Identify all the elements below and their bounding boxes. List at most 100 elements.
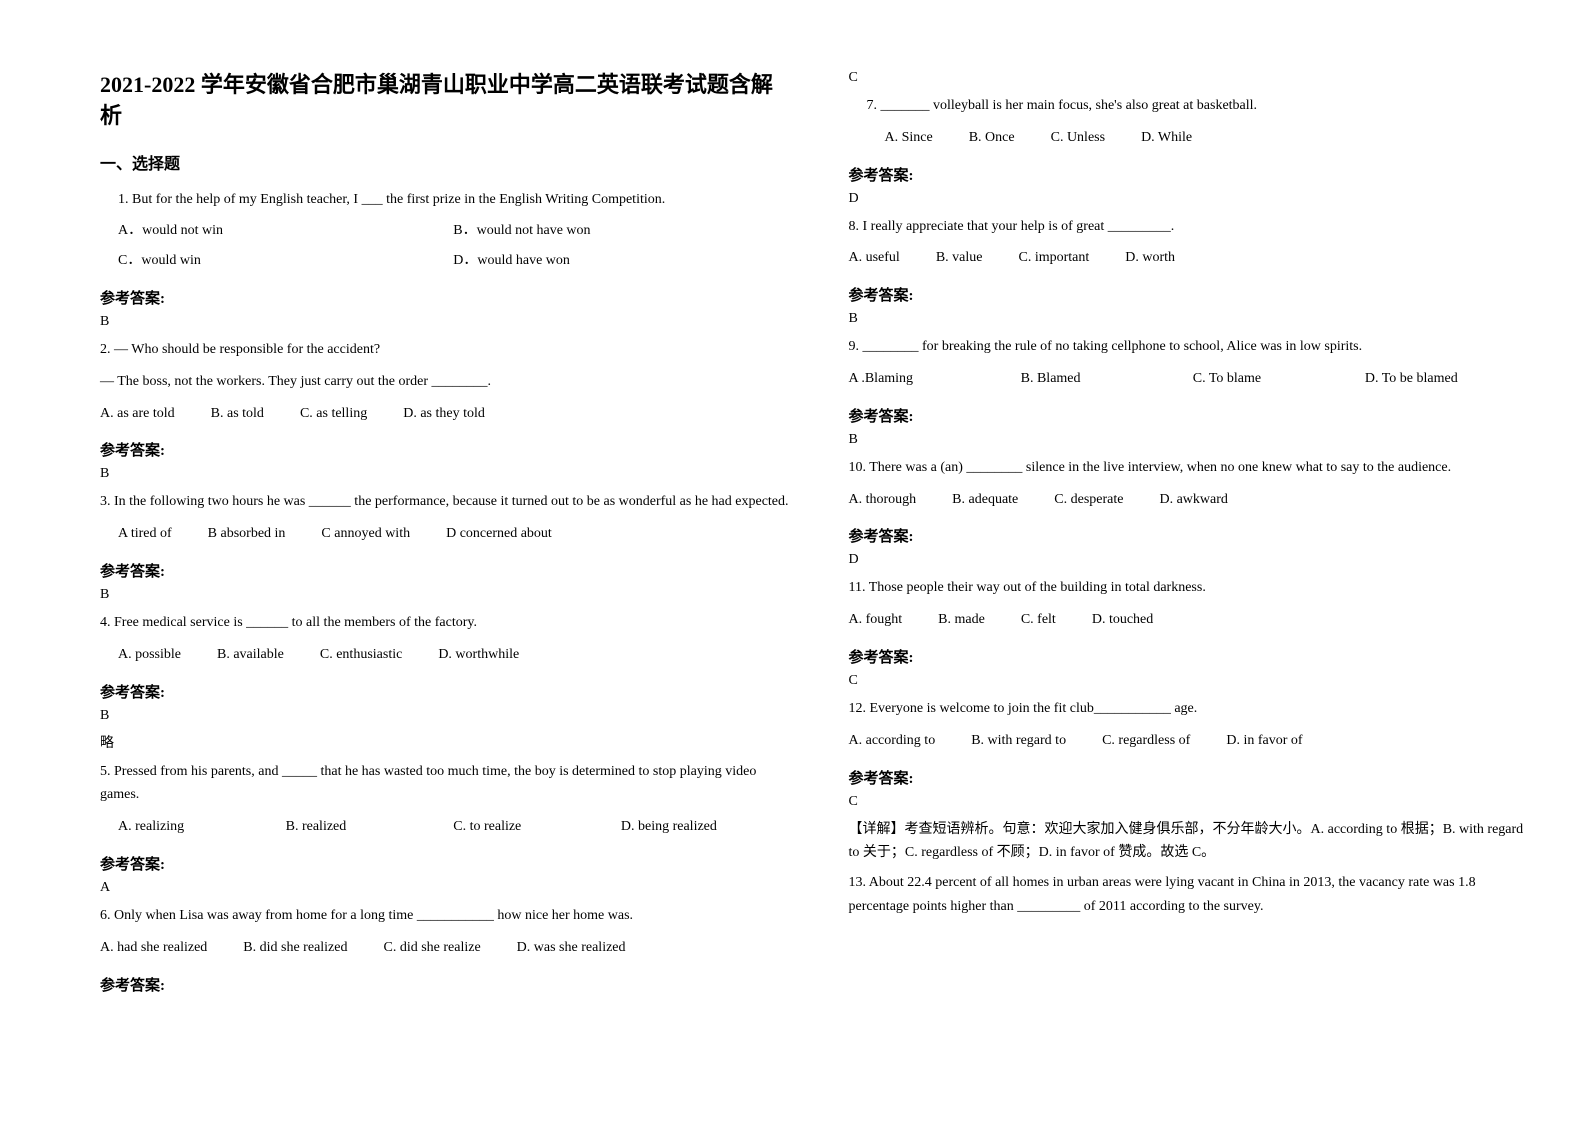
q4-opt-b: B. available [217,643,294,667]
q9-opt-d: D. To be blamed [1365,367,1537,391]
q7-stem: 7. _______ volleyball is her main focus,… [849,94,1538,118]
q1-opt-c: C．would win [118,249,453,273]
q4-opt-a: A. possible [118,643,191,667]
question-1: 1. But for the help of my English teache… [100,188,789,279]
q1-options: A．would not win B．would not have won [100,219,789,243]
q11-opt-c: C. felt [1021,608,1066,632]
q2-opt-d: D. as they told [403,402,495,426]
question-2: 2. — Who should be responsible for the a… [100,338,789,431]
q2-opt-a: A. as are told [100,402,185,426]
q3-opt-d: D concerned about [446,522,562,546]
q10-answer-label: 参考答案: [849,525,1538,546]
q3-opt-b: B absorbed in [208,522,296,546]
question-10: 10. There was a (an) ________ silence in… [849,456,1538,518]
q11-answer-label: 参考答案: [849,646,1538,667]
q6-answer: C [849,70,1538,86]
q4-answer-label: 参考答案: [100,681,789,702]
q11-opt-b: B. made [938,608,995,632]
q2-stem1: 2. — Who should be responsible for the a… [100,338,789,362]
q12-explain: 【详解】考查短语辨析。句意：欢迎大家加入健身俱乐部，不分年龄大小。A. acco… [849,818,1538,866]
q4-options: A. possible B. available C. enthusiastic… [100,643,789,667]
q2-stem2: — The boss, not the workers. They just c… [100,370,789,394]
q11-opt-d: D. touched [1092,608,1163,632]
q11-options: A. fought B. made C. felt D. touched [849,608,1538,632]
q2-opt-c: C. as telling [300,402,377,426]
q3-answer: B [100,587,789,603]
q3-opt-c: C annoyed with [321,522,420,546]
q12-answer-label: 参考答案: [849,767,1538,788]
q8-opt-d: D. worth [1125,246,1185,270]
q12-opt-c: C. regardless of [1102,729,1200,753]
q9-answer: B [849,432,1538,448]
q4-stem: 4. Free medical service is ______ to all… [100,611,789,635]
q8-opt-b: B. value [936,246,993,270]
q10-options: A. thorough B. adequate C. desperate D. … [849,488,1538,512]
q6-stem: 6. Only when Lisa was away from home for… [100,904,789,928]
q2-opt-b: B. as told [211,402,274,426]
q6-opt-c: C. did she realize [383,936,490,960]
q3-options: A tired of B absorbed in C annoyed with … [100,522,789,546]
q8-stem: 8. I really appreciate that your help is… [849,215,1538,239]
q5-answer: A [100,880,789,896]
q11-opt-a: A. fought [849,608,913,632]
question-4: 4. Free medical service is ______ to all… [100,611,789,673]
q5-opt-b: B. realized [286,815,454,839]
q6-opt-d: D. was she realized [517,936,636,960]
q9-opt-a: A .Blaming [849,367,1021,391]
q10-answer: D [849,552,1538,568]
q7-options: A. Since B. Once C. Unless D. While [849,126,1538,150]
q1-answer-label: 参考答案: [100,287,789,308]
q2-answer: B [100,466,789,482]
q4-opt-c: C. enthusiastic [320,643,412,667]
q10-opt-c: C. desperate [1054,488,1133,512]
q12-stem: 12. Everyone is welcome to join the fit … [849,697,1538,721]
q7-opt-d: D. While [1141,126,1202,150]
q5-opt-a: A. realizing [118,815,286,839]
q6-opt-b: B. did she realized [243,936,357,960]
q11-answer: C [849,673,1538,689]
q12-opt-b: B. with regard to [971,729,1076,753]
q4-answer: B [100,708,789,724]
q4-skip: 略 [100,732,789,752]
document-title: 2021-2022 学年安徽省合肥市巢湖青山职业中学高二英语联考试题含解析 [100,70,789,132]
right-column: C 7. _______ volleyball is her main focu… [849,70,1538,1082]
question-7: 7. _______ volleyball is her main focus,… [849,94,1538,156]
q8-opt-a: A. useful [849,246,910,270]
q6-answer-label: 参考答案: [100,974,789,995]
q5-answer-label: 参考答案: [100,853,789,874]
q8-answer: B [849,311,1538,327]
q1-opt-b: B．would not have won [453,219,788,243]
q7-opt-c: C. Unless [1051,126,1115,150]
q10-opt-d: D. awkward [1159,488,1237,512]
question-11: 11. Those people their way out of the bu… [849,576,1538,638]
q10-opt-b: B. adequate [952,488,1028,512]
q12-opt-a: A. according to [849,729,946,753]
q1-opt-d: D．would have won [453,249,788,273]
q5-opt-d: D. being realized [621,815,789,839]
q3-opt-a: A tired of [118,522,182,546]
q7-answer: D [849,191,1538,207]
q5-options: A. realizing B. realized C. to realize D… [100,815,789,839]
question-5: 5. Pressed from his parents, and _____ t… [100,760,789,845]
q8-answer-label: 参考答案: [849,284,1538,305]
q13-stem: 13. About 22.4 percent of all homes in u… [849,871,1538,919]
q7-opt-b: B. Once [969,126,1025,150]
question-8: 8. I really appreciate that your help is… [849,215,1538,277]
q6-opt-a: A. had she realized [100,936,217,960]
left-column: 2021-2022 学年安徽省合肥市巢湖青山职业中学高二英语联考试题含解析 一、… [100,70,789,1082]
q4-opt-d: D. worthwhile [438,643,529,667]
q1-answer: B [100,314,789,330]
question-9: 9. ________ for breaking the rule of no … [849,335,1538,397]
q1-opt-a: A．would not win [118,219,453,243]
q2-answer-label: 参考答案: [100,439,789,460]
q7-answer-label: 参考答案: [849,164,1538,185]
q7-opt-a: A. Since [885,126,943,150]
q12-answer: C [849,794,1538,810]
q6-options: A. had she realized B. did she realized … [100,936,789,960]
question-3: 3. In the following two hours he was ___… [100,490,789,552]
q8-options: A. useful B. value C. important D. worth [849,246,1538,270]
q11-stem: 11. Those people their way out of the bu… [849,576,1538,600]
q12-opt-d: D. in favor of [1226,729,1312,753]
q10-stem: 10. There was a (an) ________ silence in… [849,456,1538,480]
q1-stem: 1. But for the help of my English teache… [100,188,789,212]
